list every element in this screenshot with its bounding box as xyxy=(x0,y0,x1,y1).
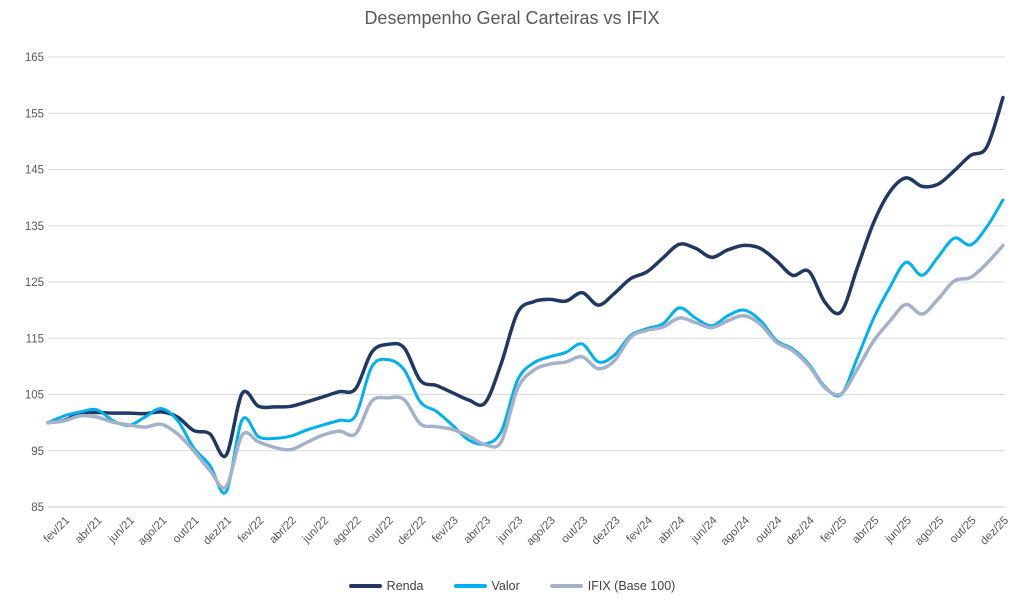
x-tick-label-dez/23: dez/23 xyxy=(590,515,623,548)
x-tick-label-jun/24: jun/24 xyxy=(688,514,720,546)
valor-line-swatch xyxy=(453,584,487,588)
x-tick-label-ago/23: ago/23 xyxy=(525,515,558,548)
x-tick-label-ago/25: ago/25 xyxy=(913,515,946,548)
y-tick-label-95: 95 xyxy=(31,446,44,458)
x-tick-label-jun/25: jun/25 xyxy=(883,515,914,546)
legend: Renda Valor IFIX (Base 100) xyxy=(0,579,1024,593)
y-tick-label-85: 85 xyxy=(31,502,44,514)
x-tick-label-dez/24: dez/24 xyxy=(784,514,817,547)
series-line-ifix-base-100- xyxy=(46,243,1005,490)
x-tick-label-jun/21: jun/21 xyxy=(106,515,137,546)
y-tick-label-155: 155 xyxy=(25,108,44,120)
y-tick-label-145: 145 xyxy=(25,165,44,177)
chart-title: Desempenho Geral Carteiras vs IFIX xyxy=(364,8,660,28)
x-tick-label-out/25: out/25 xyxy=(948,515,979,546)
y-tick-label-135: 135 xyxy=(25,221,44,233)
renda-line-swatch xyxy=(348,584,382,588)
x-tick-label-fev/24: fev/24 xyxy=(624,514,655,545)
legend-item-renda: Renda xyxy=(348,579,424,593)
x-tick-label-out/22: out/22 xyxy=(365,515,396,546)
x-tick-label-ago/22: ago/22 xyxy=(330,515,363,548)
legend-label-valor: Valor xyxy=(491,579,520,593)
x-tick-label-dez/22: dez/22 xyxy=(396,515,429,548)
ifix-line-swatch xyxy=(549,584,583,588)
x-tick-label-out/24: out/24 xyxy=(753,514,785,546)
y-tick-label-125: 125 xyxy=(25,277,44,289)
x-tick-label-abr/24: abr/24 xyxy=(656,514,688,546)
x-tick-label-dez/21: dez/21 xyxy=(201,515,234,548)
x-tick-label-fev/25: fev/25 xyxy=(819,515,850,546)
legend-item-valor: Valor xyxy=(453,579,520,593)
x-tick-label-abr/25: abr/25 xyxy=(850,515,882,547)
legend-label-renda: Renda xyxy=(386,579,424,593)
x-tick-label-out/23: out/23 xyxy=(559,515,590,546)
x-tick-label-fev/22: fev/22 xyxy=(236,515,267,546)
x-tick-label-fev/21: fev/21 xyxy=(42,515,73,546)
series-line-renda xyxy=(46,95,1005,459)
x-tick-label-ago/21: ago/21 xyxy=(136,515,169,548)
legend-label-ifix: IFIX (Base 100) xyxy=(587,579,676,593)
x-tick-label-abr/22: abr/22 xyxy=(267,515,299,547)
x-tick-label-abr/23: abr/23 xyxy=(462,515,494,547)
x-tick-label-abr/21: abr/21 xyxy=(73,515,105,547)
legend-item-ifix: IFIX (Base 100) xyxy=(549,579,676,593)
x-tick-label-jun/22: jun/22 xyxy=(300,515,331,546)
y-tick-label-115: 115 xyxy=(26,333,44,345)
y-tick-label-105: 105 xyxy=(25,390,44,402)
x-tick-label-dez/25: dez/25 xyxy=(978,515,1011,548)
x-tick-label-ago/24: ago/24 xyxy=(719,514,753,548)
y-tick-label-165: 165 xyxy=(25,52,44,64)
x-tick-label-out/21: out/21 xyxy=(171,515,202,546)
x-tick-label-jun/23: jun/23 xyxy=(494,515,525,546)
x-tick-label-fev/23: fev/23 xyxy=(430,515,461,546)
